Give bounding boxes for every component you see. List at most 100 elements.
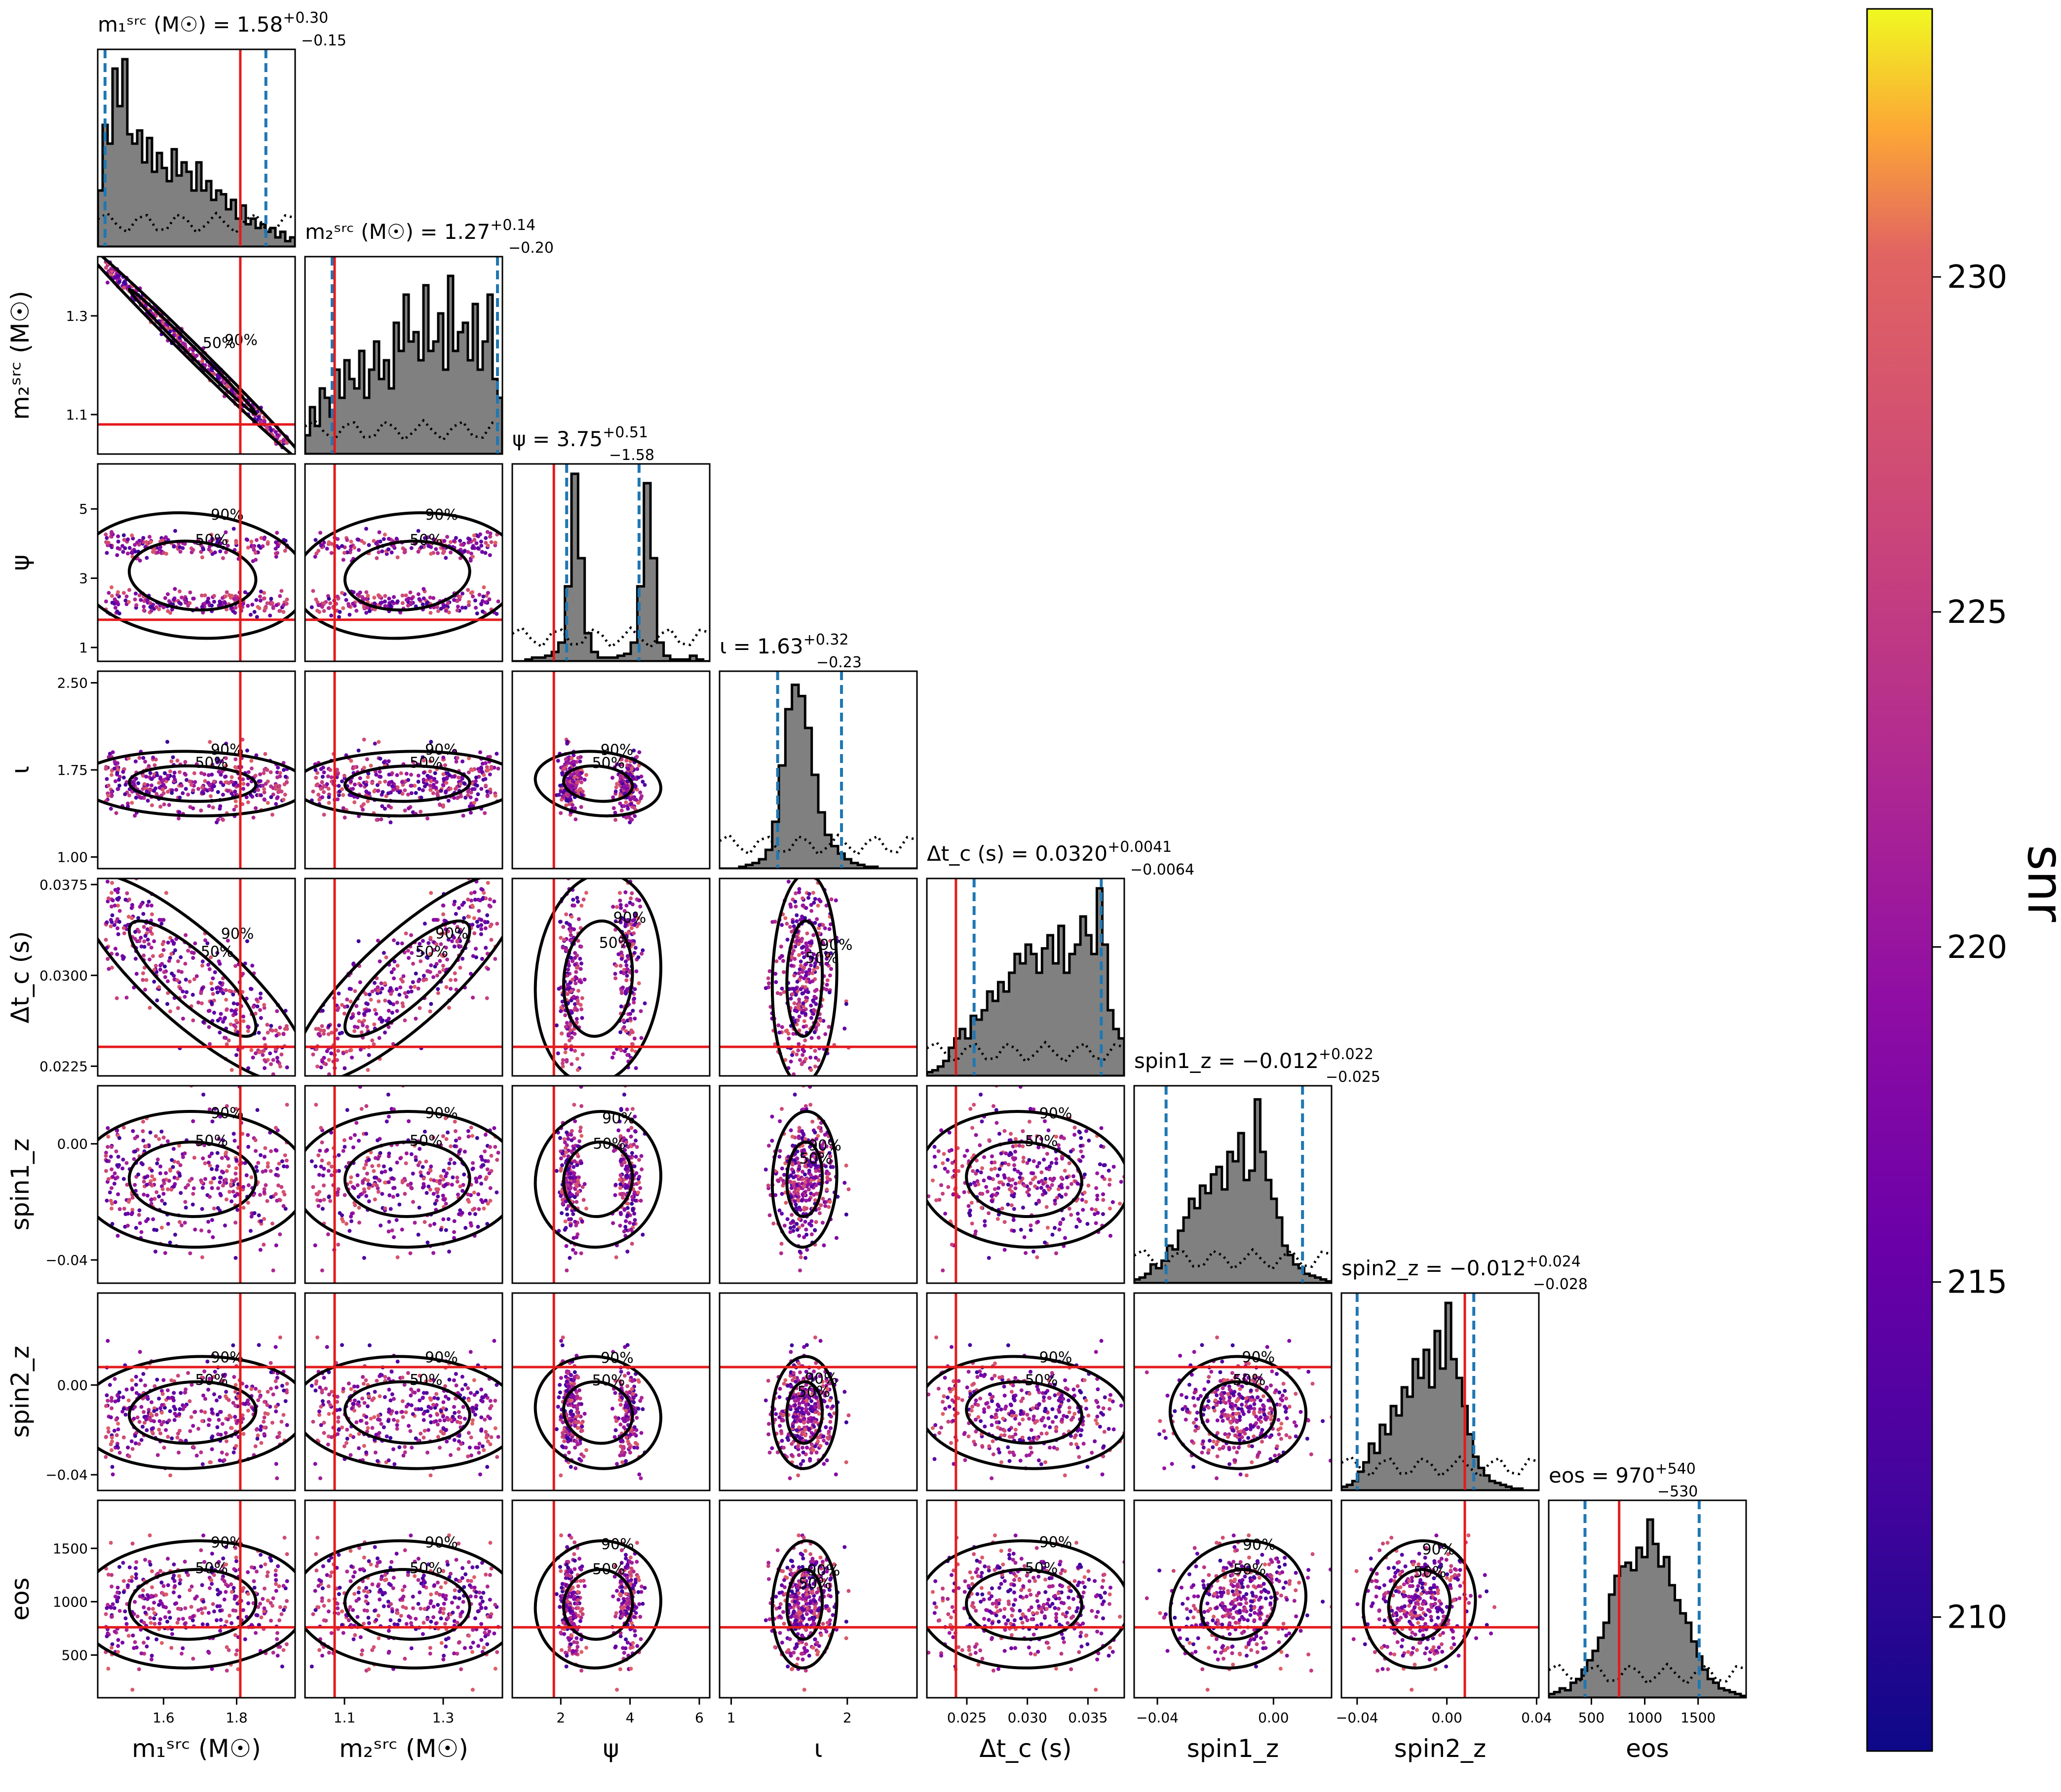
sample-point — [123, 792, 127, 797]
sample-point — [241, 782, 246, 786]
sample-point — [181, 791, 185, 796]
sample-point — [248, 612, 253, 617]
sample-point — [216, 1186, 220, 1190]
sample-point — [199, 1178, 203, 1182]
sample-point — [349, 759, 353, 763]
panel-frame — [304, 256, 503, 455]
sample-point — [109, 806, 113, 811]
sample-point — [816, 1058, 821, 1062]
sample-point — [153, 1134, 158, 1139]
sample-point — [386, 1229, 391, 1234]
sample-point — [452, 598, 456, 602]
sample-point — [313, 1164, 318, 1169]
sample-point — [376, 789, 380, 793]
sample-point — [473, 897, 477, 902]
sample-point — [403, 548, 407, 552]
sample-point — [458, 1208, 462, 1213]
sample-point — [419, 545, 423, 549]
sample-point — [454, 1139, 458, 1143]
sample-point — [616, 1128, 621, 1133]
sample-point — [263, 1154, 267, 1159]
sample-point — [447, 1166, 451, 1171]
sample-point — [225, 1042, 229, 1046]
sample-point — [126, 600, 131, 604]
sample-point — [460, 956, 465, 961]
sample-point — [173, 529, 177, 533]
sample-point — [274, 603, 279, 608]
sample-point — [420, 1165, 425, 1169]
sample-point — [560, 1197, 565, 1202]
sample-point — [619, 991, 624, 995]
sample-point — [488, 787, 493, 792]
sample-point — [213, 550, 217, 555]
sample-point — [133, 813, 137, 818]
sample-point — [388, 604, 393, 608]
sample-point — [185, 990, 189, 994]
sample-point — [611, 1051, 616, 1056]
sample-point — [450, 1182, 454, 1187]
sample-point — [418, 1006, 422, 1010]
sample-point — [271, 1058, 275, 1062]
sample-point — [262, 419, 267, 423]
sample-point — [106, 540, 111, 545]
sample-point — [178, 336, 182, 340]
sample-point — [633, 987, 637, 991]
sample-point — [410, 951, 414, 955]
sample-point — [351, 961, 356, 966]
sample-point — [441, 1177, 446, 1182]
sample-point — [160, 787, 165, 792]
sample-point — [633, 1016, 637, 1021]
sample-point — [811, 1012, 816, 1016]
sample-point — [221, 1183, 225, 1188]
sample-point — [337, 1153, 341, 1157]
sample-point — [375, 556, 379, 560]
sample-point — [275, 1059, 280, 1064]
sample-point — [130, 916, 134, 920]
sample-point — [199, 771, 203, 775]
sample-point — [126, 1212, 130, 1216]
sample-point — [148, 957, 152, 962]
sample-point — [782, 970, 786, 974]
sample-point — [227, 1038, 231, 1043]
sample-point — [816, 904, 820, 908]
sample-point — [441, 968, 446, 972]
sample-point — [618, 903, 623, 907]
sample-point — [200, 1185, 205, 1190]
sample-point — [208, 1163, 212, 1168]
sample-point — [146, 937, 150, 942]
sample-point — [581, 897, 586, 902]
sample-point — [314, 551, 319, 556]
sample-point — [639, 796, 643, 801]
sample-point — [386, 536, 391, 541]
sample-point — [342, 1138, 346, 1143]
sample-point — [561, 925, 566, 929]
sample-point — [249, 759, 254, 763]
sample-point — [480, 1163, 485, 1168]
sample-point — [178, 796, 182, 800]
sample-point — [326, 1232, 330, 1237]
sample-point — [457, 1136, 461, 1141]
sample-point — [637, 750, 642, 755]
sample-point — [573, 956, 577, 960]
sample-point — [104, 533, 108, 537]
sample-point — [191, 596, 195, 601]
sample-point — [834, 898, 838, 903]
sample-point — [315, 771, 320, 775]
sample-point — [373, 741, 377, 746]
sample-point — [166, 1187, 170, 1191]
sample-point — [233, 799, 238, 803]
sample-point — [418, 942, 422, 946]
sample-point — [375, 783, 380, 787]
sample-point — [789, 963, 794, 968]
sample-point — [575, 998, 580, 1003]
sample-point — [802, 1025, 806, 1029]
sample-point — [134, 972, 139, 976]
sample-point — [367, 1199, 371, 1204]
sample-point — [376, 938, 380, 943]
sample-point — [343, 815, 347, 820]
sample-point — [114, 1149, 118, 1153]
sample-point — [200, 1207, 204, 1211]
sample-point — [495, 921, 499, 926]
sample-point — [485, 530, 490, 534]
sample-point — [823, 1032, 828, 1036]
